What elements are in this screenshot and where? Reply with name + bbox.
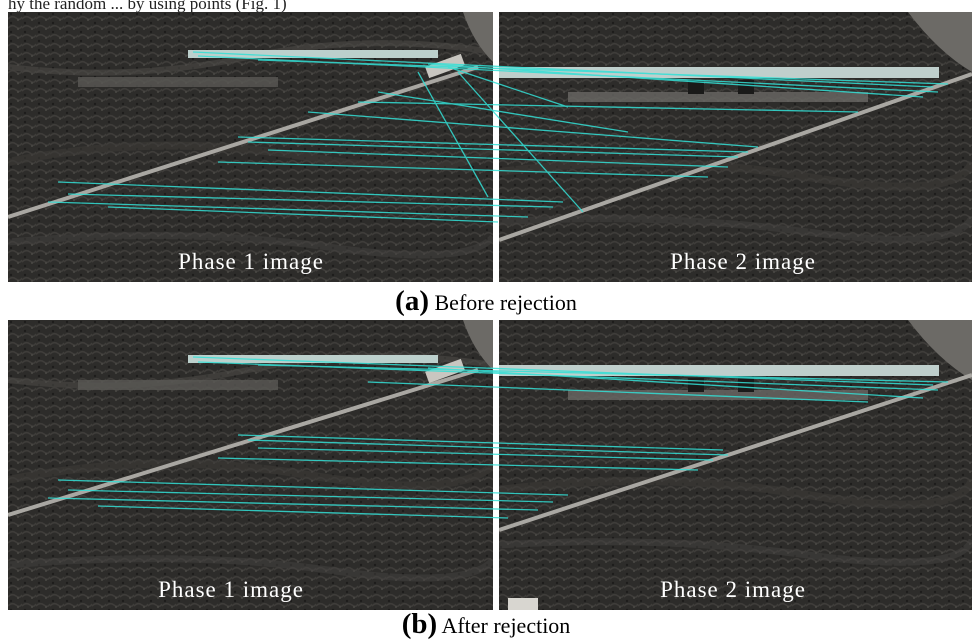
- panel-b: Phase 1 image Phase 2 image: [8, 320, 972, 610]
- phase-2-label-b: Phase 2 image: [660, 577, 806, 602]
- match-lines: [47, 51, 949, 223]
- caption-b-text: After rejection: [441, 613, 571, 638]
- caption-b-letter: (b): [401, 608, 438, 640]
- match-lines-b: [47, 356, 949, 519]
- panel-a-figure: Phase 1 image Phase 2 image: [8, 12, 972, 282]
- image-divider: [493, 12, 499, 282]
- phase-2-label: Phase 2 image: [670, 249, 816, 274]
- phase-2-image-b: [498, 320, 972, 610]
- phase-1-label: Phase 1 image: [178, 249, 324, 274]
- caption-a-text: Before rejection: [434, 290, 577, 315]
- panel-a: Phase 1 image Phase 2 image: [8, 12, 972, 282]
- caption-a-letter: (a): [395, 285, 429, 317]
- panel-b-figure: Phase 1 image Phase 2 image: [8, 320, 972, 610]
- header-snippet: hy the random ... by using points (Fig. …: [8, 0, 287, 13]
- caption-a: (a) Before rejection: [0, 285, 972, 318]
- caption-b: (b) After rejection: [0, 608, 972, 641]
- phase-1-label-b: Phase 1 image: [158, 577, 304, 602]
